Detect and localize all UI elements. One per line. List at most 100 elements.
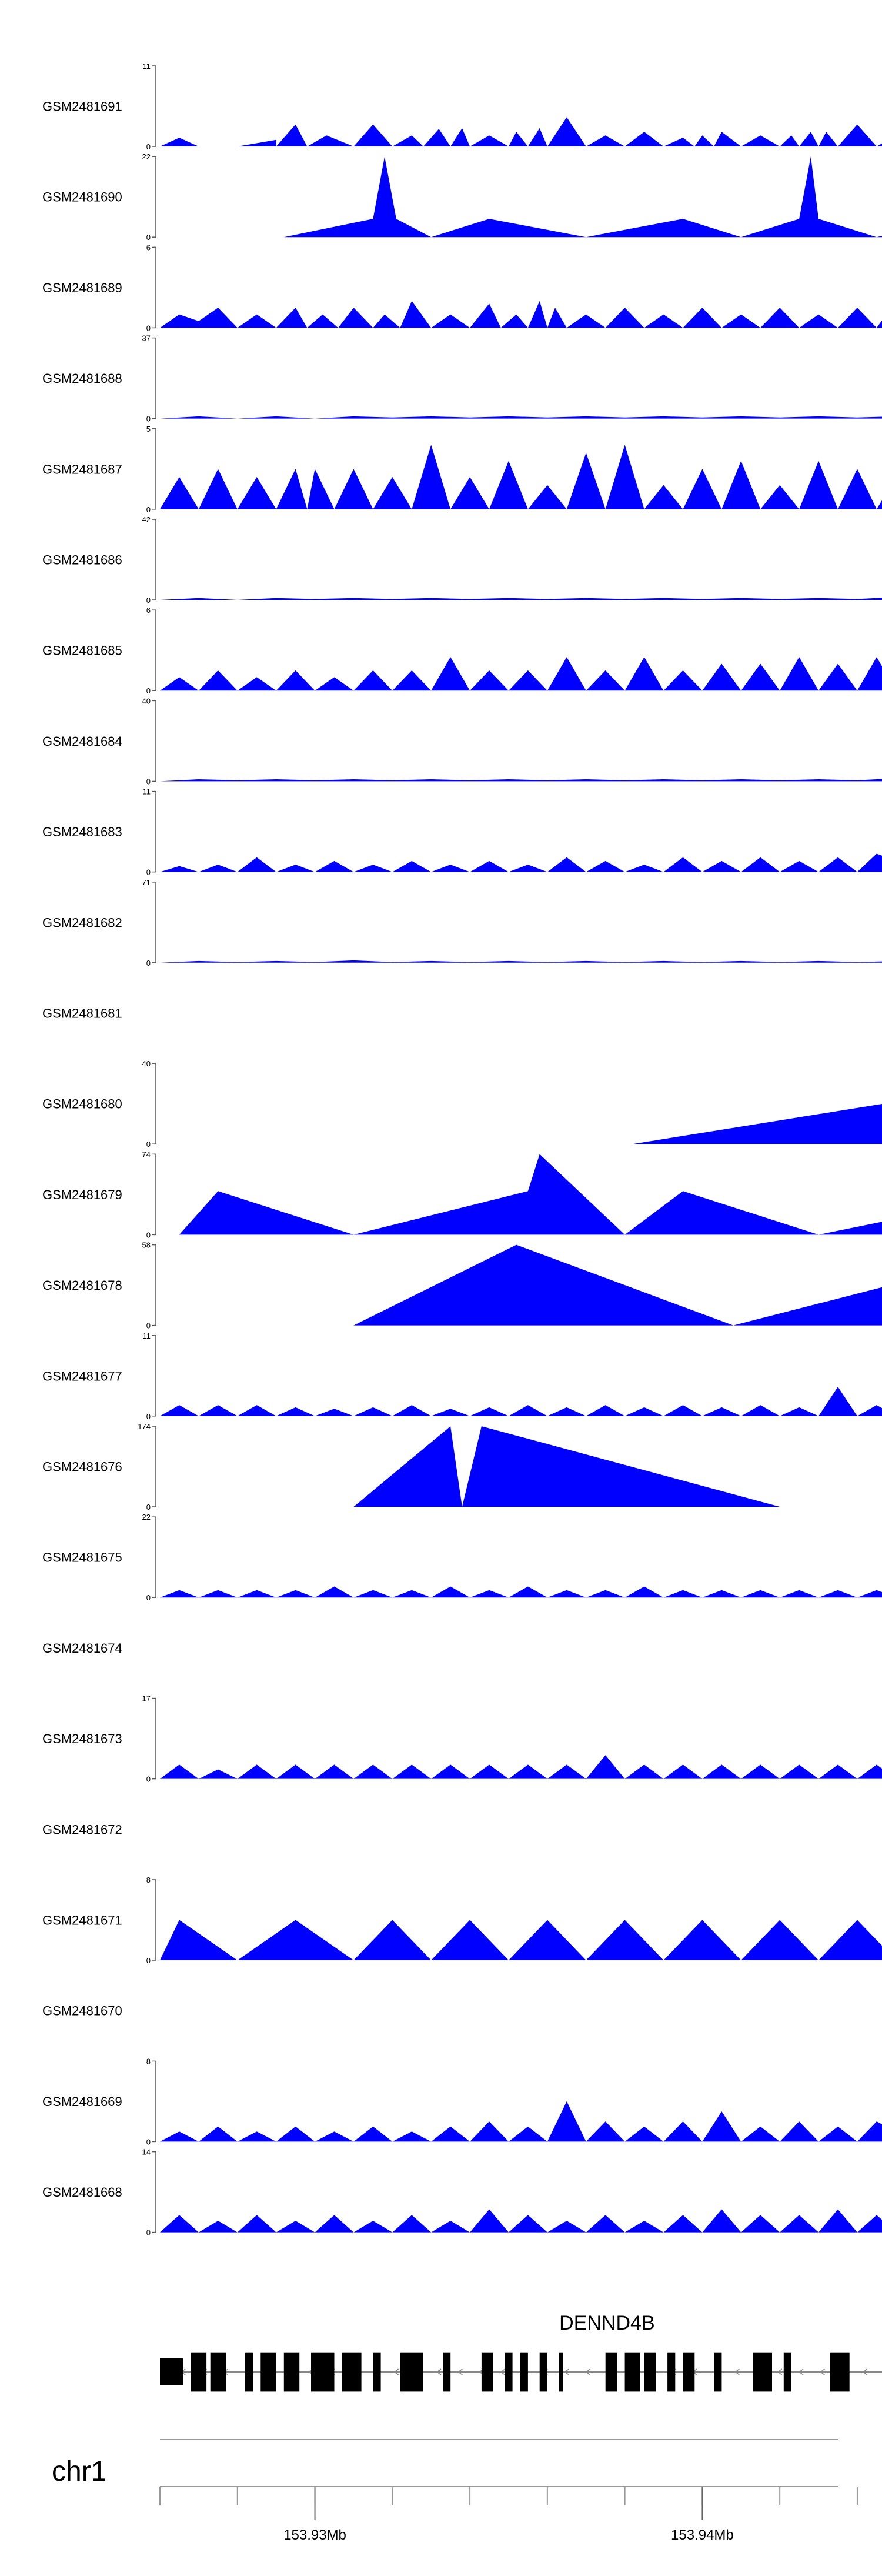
axis-tick-label: 153.94Mb [671,2527,734,2543]
track-label: GSM2481683 [42,825,122,839]
track-label: GSM2481678 [42,1278,122,1293]
track-y-zero-label: 0 [146,415,151,423]
track-coverage-area [160,2101,882,2142]
track-label: GSM2481686 [42,553,122,568]
track-GSM2481689: GSM2481689 6 0 [42,243,882,332]
strand-arrow [393,2368,399,2375]
exon [210,2352,226,2392]
track-coverage-area [160,117,882,146]
track-y-max-label: 5 [146,425,151,433]
track-label: GSM2481672 [42,1822,122,1837]
track-y-zero-label: 0 [146,1140,151,1149]
track-y-max-label: 37 [142,334,151,343]
track-y-zero-label: 0 [146,323,151,332]
track-y-max-label: 6 [146,243,151,252]
track-GSM2481673: GSM2481673 17 0 [42,1694,882,1784]
track-coverage-area [160,960,882,963]
strand-arrow [436,2368,442,2375]
exon [624,2352,640,2392]
track-label: GSM2481679 [42,1187,122,1202]
track-GSM2481682: GSM2481682 71 0 [42,878,882,967]
track-coverage-area [353,1244,882,1326]
track-y-zero-label: 0 [146,505,151,514]
track-y-max-label: 11 [143,788,151,796]
track-GSM2481679: GSM2481679 74 0 [42,1150,882,1239]
track-GSM2481686: GSM2481686 42 0 [42,515,882,605]
strand-arrow [734,2368,740,2375]
track-GSM2481684: GSM2481684 40 0 [42,696,882,786]
track-label: GSM2481677 [42,1369,122,1383]
track-y-max-label: 71 [142,878,151,887]
track-y-max-label: 58 [142,1241,151,1250]
track-GSM2481680: GSM2481680 40 0 [42,1059,882,1149]
track-y-zero-label: 0 [146,1322,151,1330]
exon [830,2352,850,2392]
exon [783,2352,791,2392]
track-y-zero-label: 0 [146,2228,151,2237]
track-GSM2481688: GSM2481688 37 0 [42,334,882,423]
track-label: GSM2481690 [42,190,122,205]
track-y-max-label: 8 [146,1876,151,1884]
strand-arrow [457,2368,463,2375]
track-coverage-area [632,1104,882,1144]
strand-arrow [777,2368,783,2375]
track-y-zero-label: 0 [146,142,151,151]
track-y-max-label: 14 [142,2148,151,2157]
track-GSM2481691: GSM2481691 11 0 [42,62,882,151]
track-GSM2481674: GSM2481674 [42,1641,122,1656]
track-label: GSM2481682 [42,915,122,930]
track-label: GSM2481674 [42,1641,122,1656]
track-label: GSM2481689 [42,281,122,295]
track-label: GSM2481668 [42,2185,122,2200]
track-y-zero-label: 0 [146,596,151,605]
track-label: GSM2481684 [42,734,122,749]
track-y-zero-label: 0 [146,1956,151,1965]
track-y-max-label: 42 [142,515,151,524]
track-y-max-label: 174 [138,1422,151,1431]
exon [260,2352,276,2392]
exon [160,2358,183,2385]
track-GSM2481690: GSM2481690 22 0 [42,152,882,242]
strand-arrow [798,2368,804,2375]
exon [283,2352,300,2392]
track-y-zero-label: 0 [146,1412,151,1421]
track-GSM2481685: GSM2481685 6 0 [42,606,882,695]
track-GSM2481683: GSM2481683 11 0 [42,788,882,877]
exon [605,2352,617,2392]
track-y-zero-label: 0 [146,233,151,242]
strand-arrow [862,2368,868,2375]
track-y-zero-label: 0 [146,868,151,877]
exon [311,2352,335,2392]
strand-arrow [564,2368,569,2375]
track-coverage-area [160,2209,882,2233]
track-label: GSM2481670 [42,2004,122,2018]
track-y-zero-label: 0 [146,1230,151,1239]
track-GSM2481676: GSM2481676 174 0 [42,1422,780,1511]
track-label: GSM2481671 [42,1913,122,1928]
track-label: GSM2481687 [42,462,122,476]
exon [559,2352,563,2392]
chromosome-label: chr1 [52,2456,106,2487]
exon [683,2352,695,2392]
track-label: GSM2481673 [42,1731,122,1746]
track-y-max-label: 74 [142,1150,151,1159]
track-y-max-label: 11 [143,1332,151,1340]
exon [667,2352,676,2392]
track-y-zero-label: 0 [146,1593,151,1602]
track-coverage-area [160,1920,882,1960]
exon [520,2352,528,2392]
track-coverage-area [160,853,882,872]
track-coverage-area [160,1586,882,1598]
chromosome-axis: chr1 153.93Mb 153.94Mb [52,2439,858,2543]
track-GSM2481687: GSM2481687 5 0 [42,425,882,514]
track-label: GSM2481680 [42,1097,122,1112]
track-y-zero-label: 0 [146,1503,151,1511]
track-coverage-area [160,598,882,600]
track-coverage-area [179,1154,882,1235]
track-y-zero-label: 0 [146,686,151,695]
exon [481,2352,493,2392]
track-GSM2481678: GSM2481678 58 0 [42,1241,882,1330]
track-coverage-area [160,301,882,328]
track-coverage-area [160,445,882,509]
track-coverage-area [160,416,882,419]
